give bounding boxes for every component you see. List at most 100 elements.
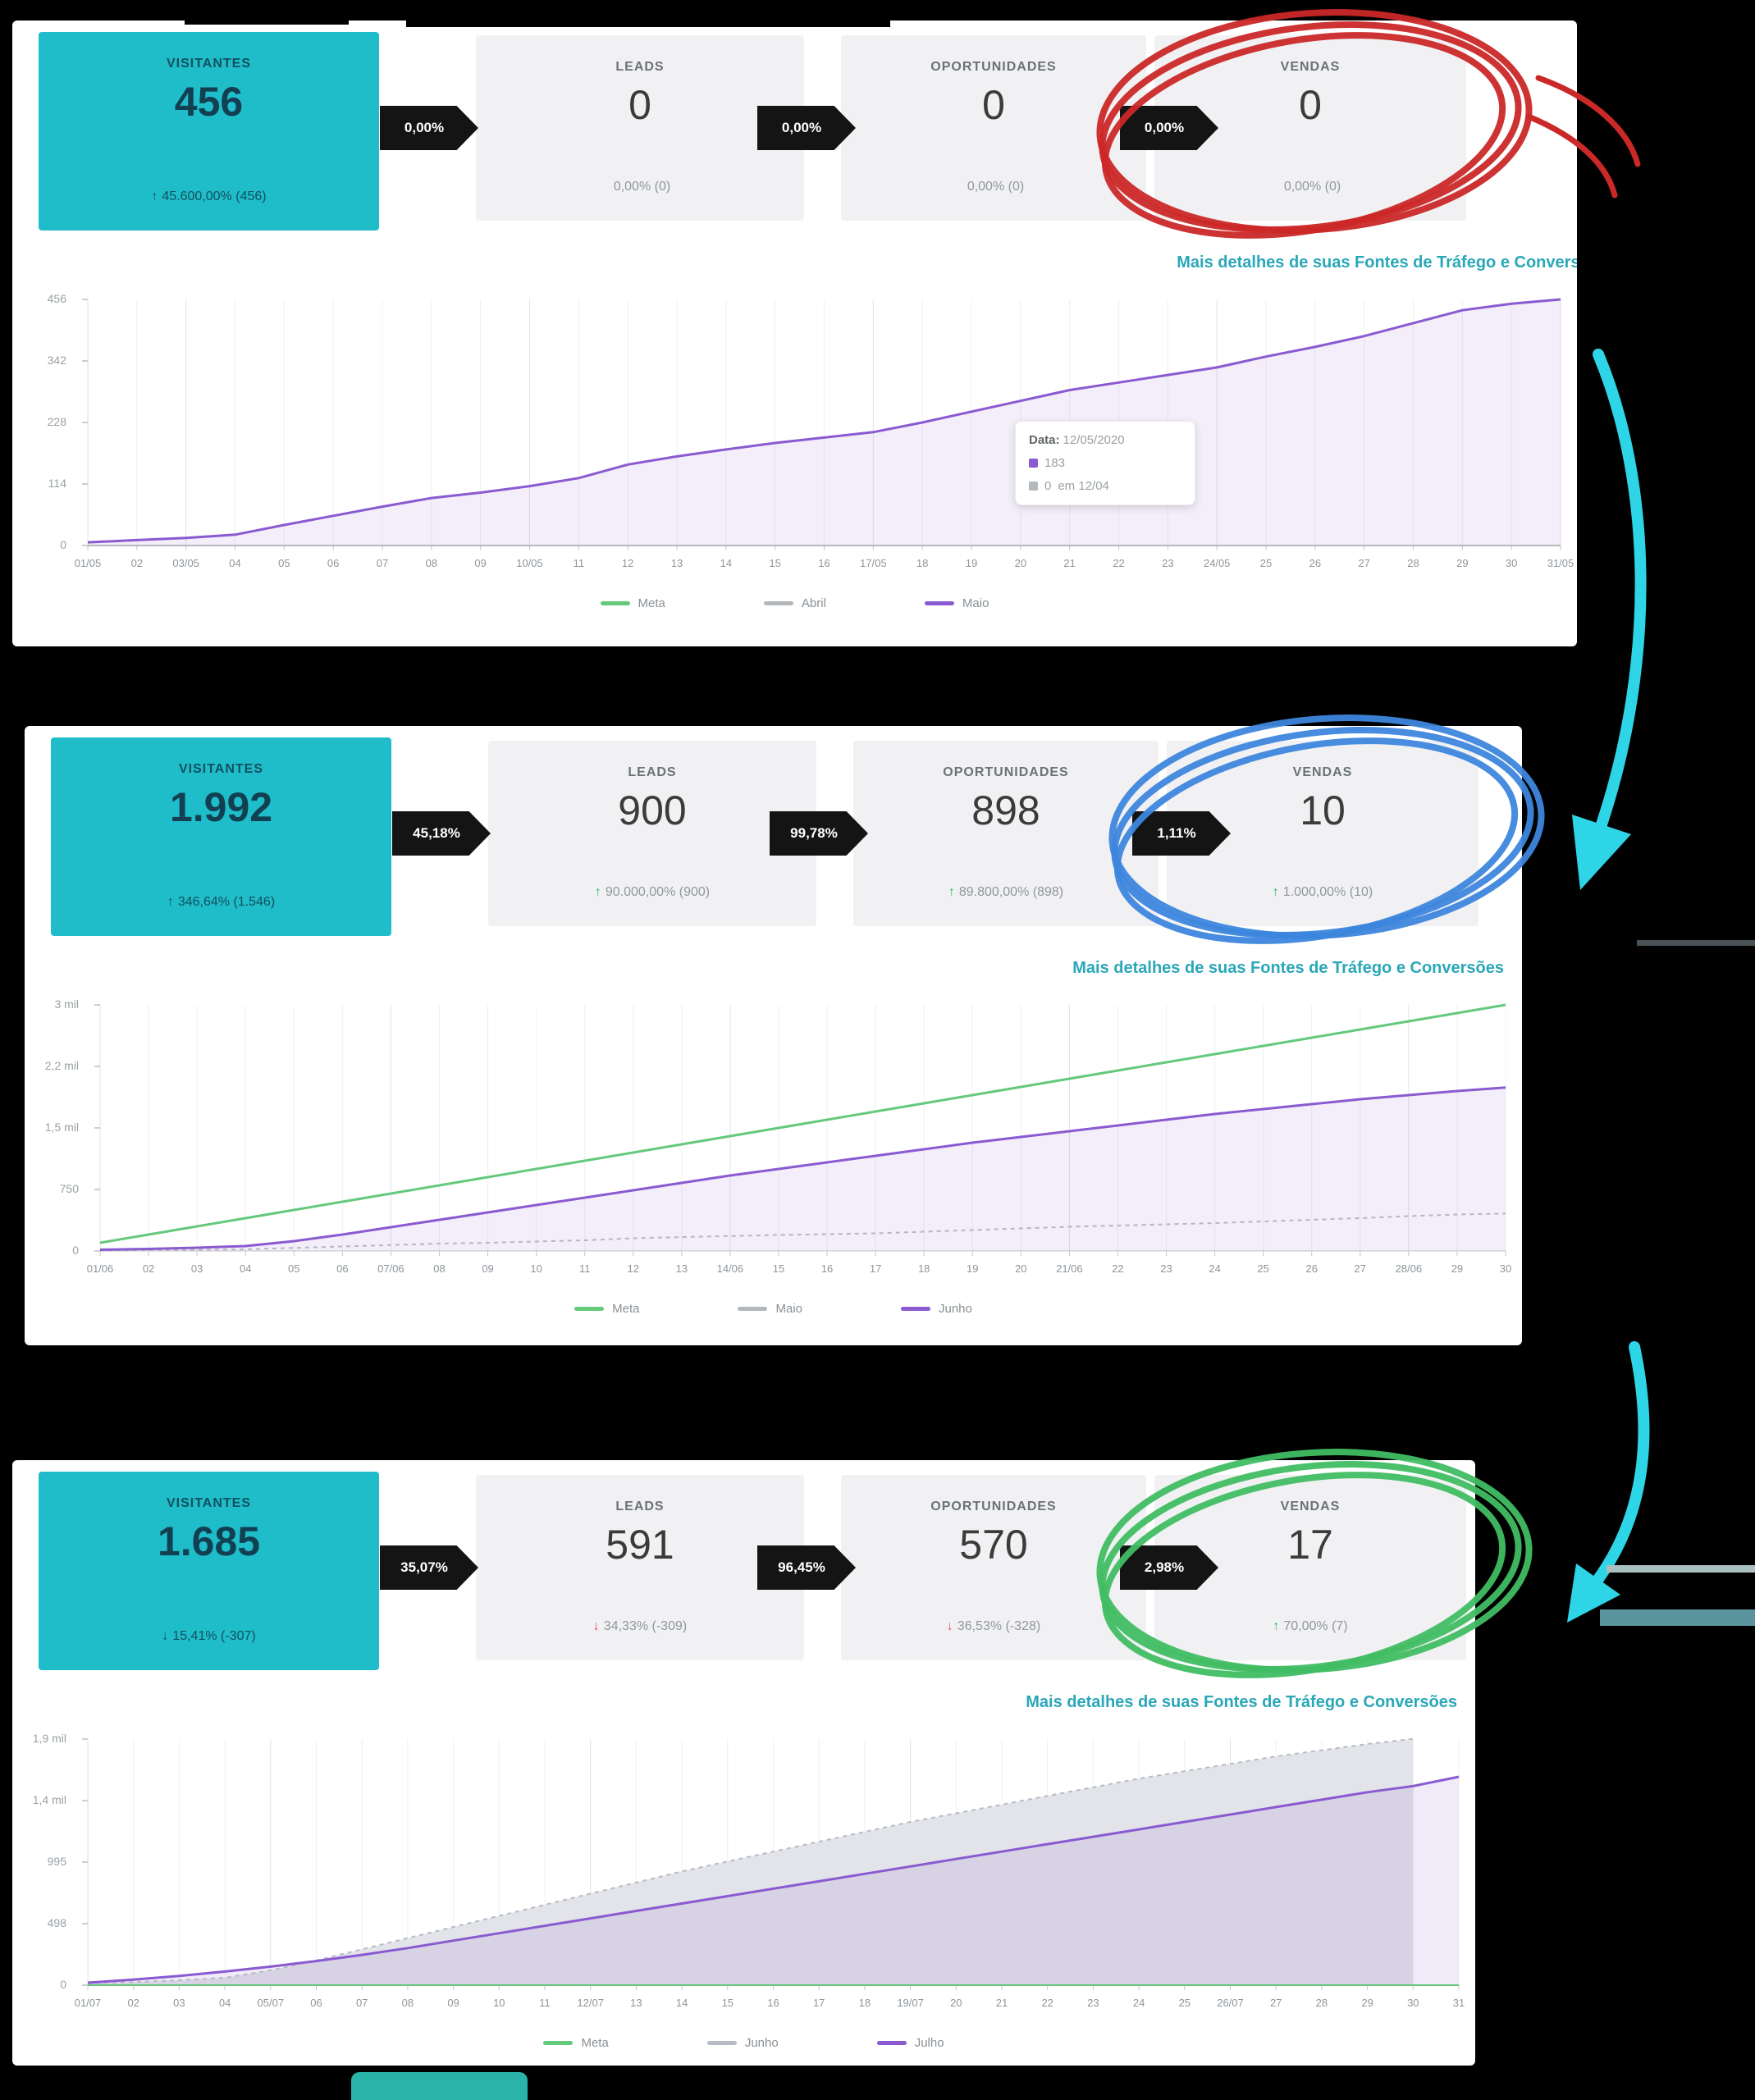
oportunidades-card[interactable]: OPORTUNIDADES 570 ↓ 36,53% (-328) (841, 1475, 1146, 1660)
x-tick-label: 11 (573, 557, 585, 569)
legend-label: Junho (939, 1302, 972, 1316)
legend-item[interactable]: Junho (706, 2036, 779, 2050)
x-tick-label: 26 (1309, 557, 1322, 569)
conversion-rate-badge: 96,45% (757, 1545, 856, 1590)
legend-item[interactable]: Maio (924, 596, 989, 610)
legend-swatch-icon (876, 2041, 907, 2045)
card-value: 591 (606, 1522, 674, 1568)
x-tick-label: 17 (869, 1262, 882, 1275)
legend-item[interactable]: Junho (901, 1302, 972, 1316)
x-tick-label: 30 (1499, 1262, 1512, 1275)
legend-label: Abril (801, 596, 826, 610)
legend-item[interactable]: Julho (876, 2036, 944, 2050)
legend-item[interactable]: Meta (543, 2036, 609, 2050)
x-tick-label: 03 (190, 1262, 203, 1275)
card-label: OPORTUNIDADES (930, 60, 1057, 74)
x-tick-label: 08 (401, 1997, 414, 2009)
y-tick-label: 995 (47, 1855, 66, 1868)
card-value: 17 (1287, 1522, 1333, 1568)
y-tick-label: 456 (47, 292, 66, 305)
x-tick-label: 10/05 (516, 557, 543, 569)
tooltip-value-abril: 0 (1044, 479, 1052, 493)
details-link[interactable]: Mais detalhes de suas Fontes de Tráfego … (1177, 253, 1577, 272)
x-tick-label: 09 (447, 1997, 459, 2009)
visitantes-card[interactable]: VISITANTES 1.992 ↑ 346,64% (1.546) (51, 737, 391, 936)
x-tick-label: 11 (578, 1262, 591, 1275)
cyan-arrow-icon (1593, 349, 1647, 830)
x-tick-label: 04 (218, 1997, 231, 2009)
conversion-rate-badge: 45,18% (392, 811, 491, 856)
legend-swatch-icon (543, 2041, 574, 2045)
tooltip-date: 12/05/2020 (1063, 433, 1125, 447)
traffic-chart[interactable] (82, 298, 1561, 550)
x-tick-label: 31/05 (1547, 557, 1574, 569)
y-tick-label: 1,9 mil (32, 1732, 66, 1745)
legend-item[interactable]: Meta (600, 596, 665, 610)
x-tick-label: 04 (239, 1262, 252, 1275)
details-link[interactable]: Mais detalhes de suas Fontes de Tráfego … (1072, 959, 1504, 977)
x-tick-label: 23 (1160, 1262, 1172, 1275)
leads-card[interactable]: LEADS 900 ↑ 90.000,00% (900) (488, 741, 816, 926)
y-tick-label: 0 (72, 1244, 79, 1257)
x-tick-label: 17/05 (860, 557, 887, 569)
x-tick-label: 16 (820, 1262, 834, 1275)
delta-arrow-icon: ↑ (151, 189, 158, 203)
leads-card[interactable]: LEADS 591 ↓ 34,33% (-309) (476, 1475, 804, 1660)
x-tick-label: 29 (1361, 1997, 1373, 2009)
y-tick-label: 1,5 mil (44, 1121, 79, 1134)
x-tick-label: 07 (376, 557, 389, 569)
details-link[interactable]: Mais detalhes de suas Fontes de Tráfego … (1026, 1693, 1457, 1711)
legend-label: Julho (914, 2036, 944, 2050)
legend-item[interactable]: Maio (738, 1302, 802, 1316)
traffic-chart[interactable] (82, 1737, 1460, 1990)
x-tick-label: 27 (1269, 1997, 1282, 2009)
x-tick-label: 01/06 (86, 1262, 114, 1275)
x-tick-label: 30 (1505, 557, 1518, 569)
oportunidades-card[interactable]: OPORTUNIDADES 0 0,00% (0) (841, 35, 1146, 221)
card-value: 898 (971, 788, 1040, 833)
teal-bar (1600, 1609, 1755, 1626)
legend-item[interactable]: Meta (574, 1302, 639, 1316)
y-tick-label: 114 (48, 477, 66, 490)
card-value: 570 (959, 1522, 1028, 1568)
chart-legend: Meta Junho Julho (12, 2036, 1475, 2050)
legend-item[interactable]: Abril (763, 596, 826, 610)
card-delta: ↑ 89.800,00% (898) (948, 885, 1064, 899)
x-tick-label: 24 (1132, 1997, 1145, 2009)
delta-arrow-icon: ↓ (162, 1629, 169, 1643)
x-tick-label: 16 (767, 1997, 779, 2009)
legend-swatch-icon (901, 1307, 930, 1311)
traffic-chart[interactable] (94, 1003, 1506, 1256)
x-tick-label: 26 (1305, 1262, 1318, 1275)
x-tick-label: 25 (1257, 1262, 1269, 1275)
visitantes-card[interactable]: VISITANTES 1.685 ↓ 15,41% (-307) (39, 1472, 379, 1670)
tooltip-note: em 12/04 (1058, 479, 1109, 493)
y-tick-label: 228 (47, 415, 66, 428)
card-delta: 0,00% (0) (967, 180, 1025, 194)
link-row: Mais detalhes de suas Fontes de Tráfego … (12, 1693, 1475, 1723)
oportunidades-card[interactable]: OPORTUNIDADES 898 ↑ 89.800,00% (898) (853, 741, 1159, 926)
top-edge-cutout (185, 0, 349, 25)
x-tick-label: 18 (858, 1997, 871, 2009)
visitantes-card[interactable]: VISITANTES 456 ↑ 45.600,00% (456) (39, 32, 379, 231)
abril-series-swatch (1029, 482, 1038, 491)
delta-arrow-icon: ↓ (592, 1619, 600, 1633)
teal-pill (351, 2072, 528, 2100)
delta-arrow-icon: ↑ (948, 885, 955, 899)
x-tick-label: 08 (425, 557, 438, 569)
card-delta: ↑ 90.000,00% (900) (594, 885, 711, 899)
card-label: LEADS (615, 60, 665, 74)
gray-line (1637, 940, 1755, 946)
leads-card[interactable]: LEADS 0 0,00% (0) (476, 35, 804, 221)
x-tick-label: 22 (1113, 557, 1125, 569)
y-tick-label: 342 (47, 354, 66, 367)
x-tick-label: 14 (675, 1997, 688, 2009)
y-tick-label: 0 (60, 1978, 66, 1991)
y-tick-label: 0 (60, 538, 66, 551)
legend-swatch-icon (600, 601, 630, 605)
x-tick-label: 02 (127, 1997, 139, 2009)
legend-swatch-icon (574, 1307, 605, 1311)
x-tick-label: 13 (670, 557, 683, 569)
cyan-arrowhead-icon (1567, 1564, 1620, 1623)
